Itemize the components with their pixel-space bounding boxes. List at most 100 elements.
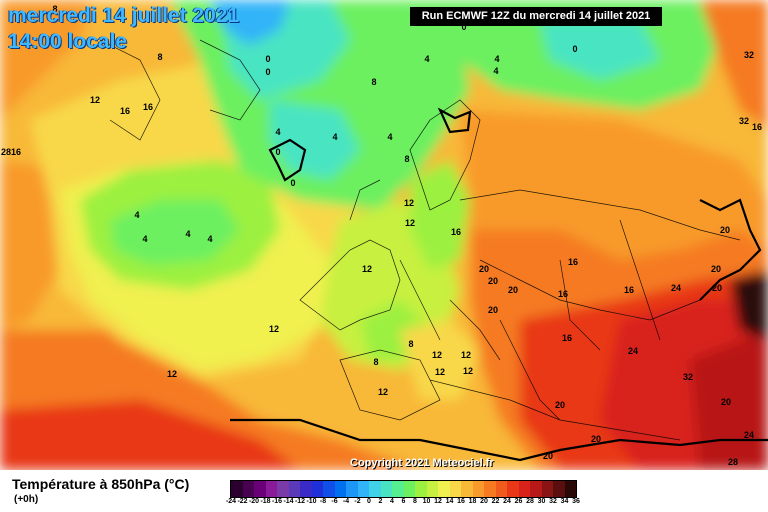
color-scale-tick: 2: [378, 498, 383, 505]
isotherm-label: 0: [265, 54, 270, 64]
isotherm-label: 16: [11, 147, 21, 157]
color-scale-tick: 30: [537, 498, 546, 505]
color-scale-tick: -4: [342, 498, 350, 505]
isotherm-label: 20: [720, 225, 730, 235]
color-scale-tick: -12: [294, 498, 306, 505]
isotherm-label: 4: [142, 234, 147, 244]
color-scale-tick: 20: [480, 498, 488, 505]
isotherm-label: 24: [628, 346, 638, 356]
variable-label: Température à 850hPa (°C): [12, 476, 190, 492]
color-scale-tick: 22: [491, 498, 500, 505]
color-swatch: [403, 481, 415, 497]
map-date-title: mercredi 14 juillet 2021: [8, 4, 240, 27]
color-swatch: [449, 481, 461, 497]
isotherm-label: 16: [451, 227, 461, 237]
isotherm-label: 20: [721, 397, 731, 407]
isotherm-label: 4: [424, 54, 429, 64]
color-swatch: [518, 481, 530, 497]
color-swatch: [553, 481, 565, 497]
isotherm-label: 12: [269, 324, 279, 334]
isotherm-label: 20: [555, 400, 565, 410]
color-scale-tick: 16: [457, 498, 465, 505]
color-swatch: [334, 481, 346, 497]
isotherm-label: 20: [488, 305, 498, 315]
isotherm-label: 8: [371, 77, 376, 87]
color-swatch: [254, 481, 266, 497]
temperature-map: 8 8 12 16 16 0 0 0 0 4 8 4 8 4 4 0 0 4 4 4 4 4 4 12 12 16 12 12 12 12…: [0, 0, 768, 470]
isotherm-label: 4: [493, 66, 498, 76]
color-swatch: [564, 481, 576, 497]
color-swatch: [265, 481, 277, 497]
isotherm-label: 28: [728, 457, 738, 467]
color-scale-ticks: -24 -22 -20 -18 -16 -14 -12 -10 -8 -6 -4 -2 0 2 4 6 8 10 1…: [226, 498, 700, 510]
color-scale-tick: -24: [225, 498, 237, 505]
isotherm-label: 8: [157, 52, 162, 62]
color-scale-tick: 24: [503, 498, 511, 505]
color-swatch: [277, 481, 289, 497]
color-swatch: [323, 481, 335, 497]
isotherm-label: 12: [167, 369, 177, 379]
isotherm-label: 0: [290, 178, 295, 188]
color-scale-tick: 6: [401, 498, 406, 505]
isotherm-label: 0: [572, 44, 577, 54]
color-swatch: [541, 481, 553, 497]
isotherm-labels: 8 8 12 16 16 0 0 0 0 4 8 4 8 4 4 0 0 4 4 4 4 4 4 12 12 16 12 12 12 12…: [1, 4, 762, 467]
color-scale-tick: -22: [237, 498, 248, 505]
color-scale-tick: -20: [248, 498, 260, 505]
color-scale-tick: -14: [283, 498, 294, 505]
color-swatch: [380, 481, 392, 497]
color-scale-tick: 32: [549, 498, 557, 505]
color-swatch: [311, 481, 323, 497]
color-swatch: [495, 481, 507, 497]
color-scale-tick: 26: [514, 498, 523, 505]
color-swatch: [392, 481, 404, 497]
copyright-text: Copyright 2021 Meteociel.fr: [350, 457, 494, 469]
color-scale-tick: 34: [560, 498, 569, 505]
isotherm-label: 8: [408, 339, 413, 349]
isotherm-label: 16: [568, 257, 578, 267]
isotherm-label: 16: [143, 102, 153, 112]
isotherm-label: 4: [332, 132, 337, 142]
isotherm-label: 12: [378, 387, 388, 397]
isotherm-label: 4: [494, 54, 499, 64]
isotherm-label: 8: [373, 357, 378, 367]
color-swatch: [369, 481, 381, 497]
color-swatch: [357, 481, 369, 497]
color-scale-tick: -8: [319, 498, 327, 505]
isotherm-label: 32: [739, 116, 749, 126]
color-swatch: [231, 481, 243, 497]
isotherm-label: 8: [52, 4, 57, 14]
color-scale-tick: 10: [422, 498, 431, 505]
isotherm-label: 32: [683, 372, 693, 382]
color-scale-tick: 28: [526, 498, 534, 505]
isotherm-label: 16: [624, 285, 634, 295]
isotherm-label: 12: [90, 95, 100, 105]
isotherm-label: 0: [275, 147, 280, 157]
color-scale-tick: -10: [306, 498, 317, 505]
color-swatch: [472, 481, 484, 497]
isotherm-label: 16: [562, 333, 572, 343]
isotherm-label: 16: [752, 122, 762, 132]
isotherm-label: 4: [207, 234, 212, 244]
color-scale-tick: -2: [354, 498, 361, 505]
isotherm-label: 4: [134, 210, 139, 220]
color-scale: [230, 480, 577, 498]
map-time-title: 14:00 locale: [8, 30, 128, 53]
color-scale-tick: -18: [260, 498, 271, 505]
color-swatch: [346, 481, 358, 497]
isotherm-label: 28: [1, 147, 11, 157]
isotherm-label: 12: [461, 350, 471, 360]
color-scale-tick: 12: [434, 498, 442, 505]
color-scale-tick: 36: [572, 498, 580, 505]
isotherm-label: 12: [463, 366, 473, 376]
color-scale-tick: -6: [331, 498, 338, 505]
color-scale-tick: 0: [367, 498, 371, 505]
isotherm-label: 20: [508, 285, 518, 295]
isotherm-label: 4: [185, 229, 190, 239]
isotherm-label: 16: [558, 289, 568, 299]
isotherm-label: 20: [543, 451, 553, 461]
color-swatch: [461, 481, 473, 497]
color-swatch: [530, 481, 542, 497]
color-swatch: [288, 481, 300, 497]
